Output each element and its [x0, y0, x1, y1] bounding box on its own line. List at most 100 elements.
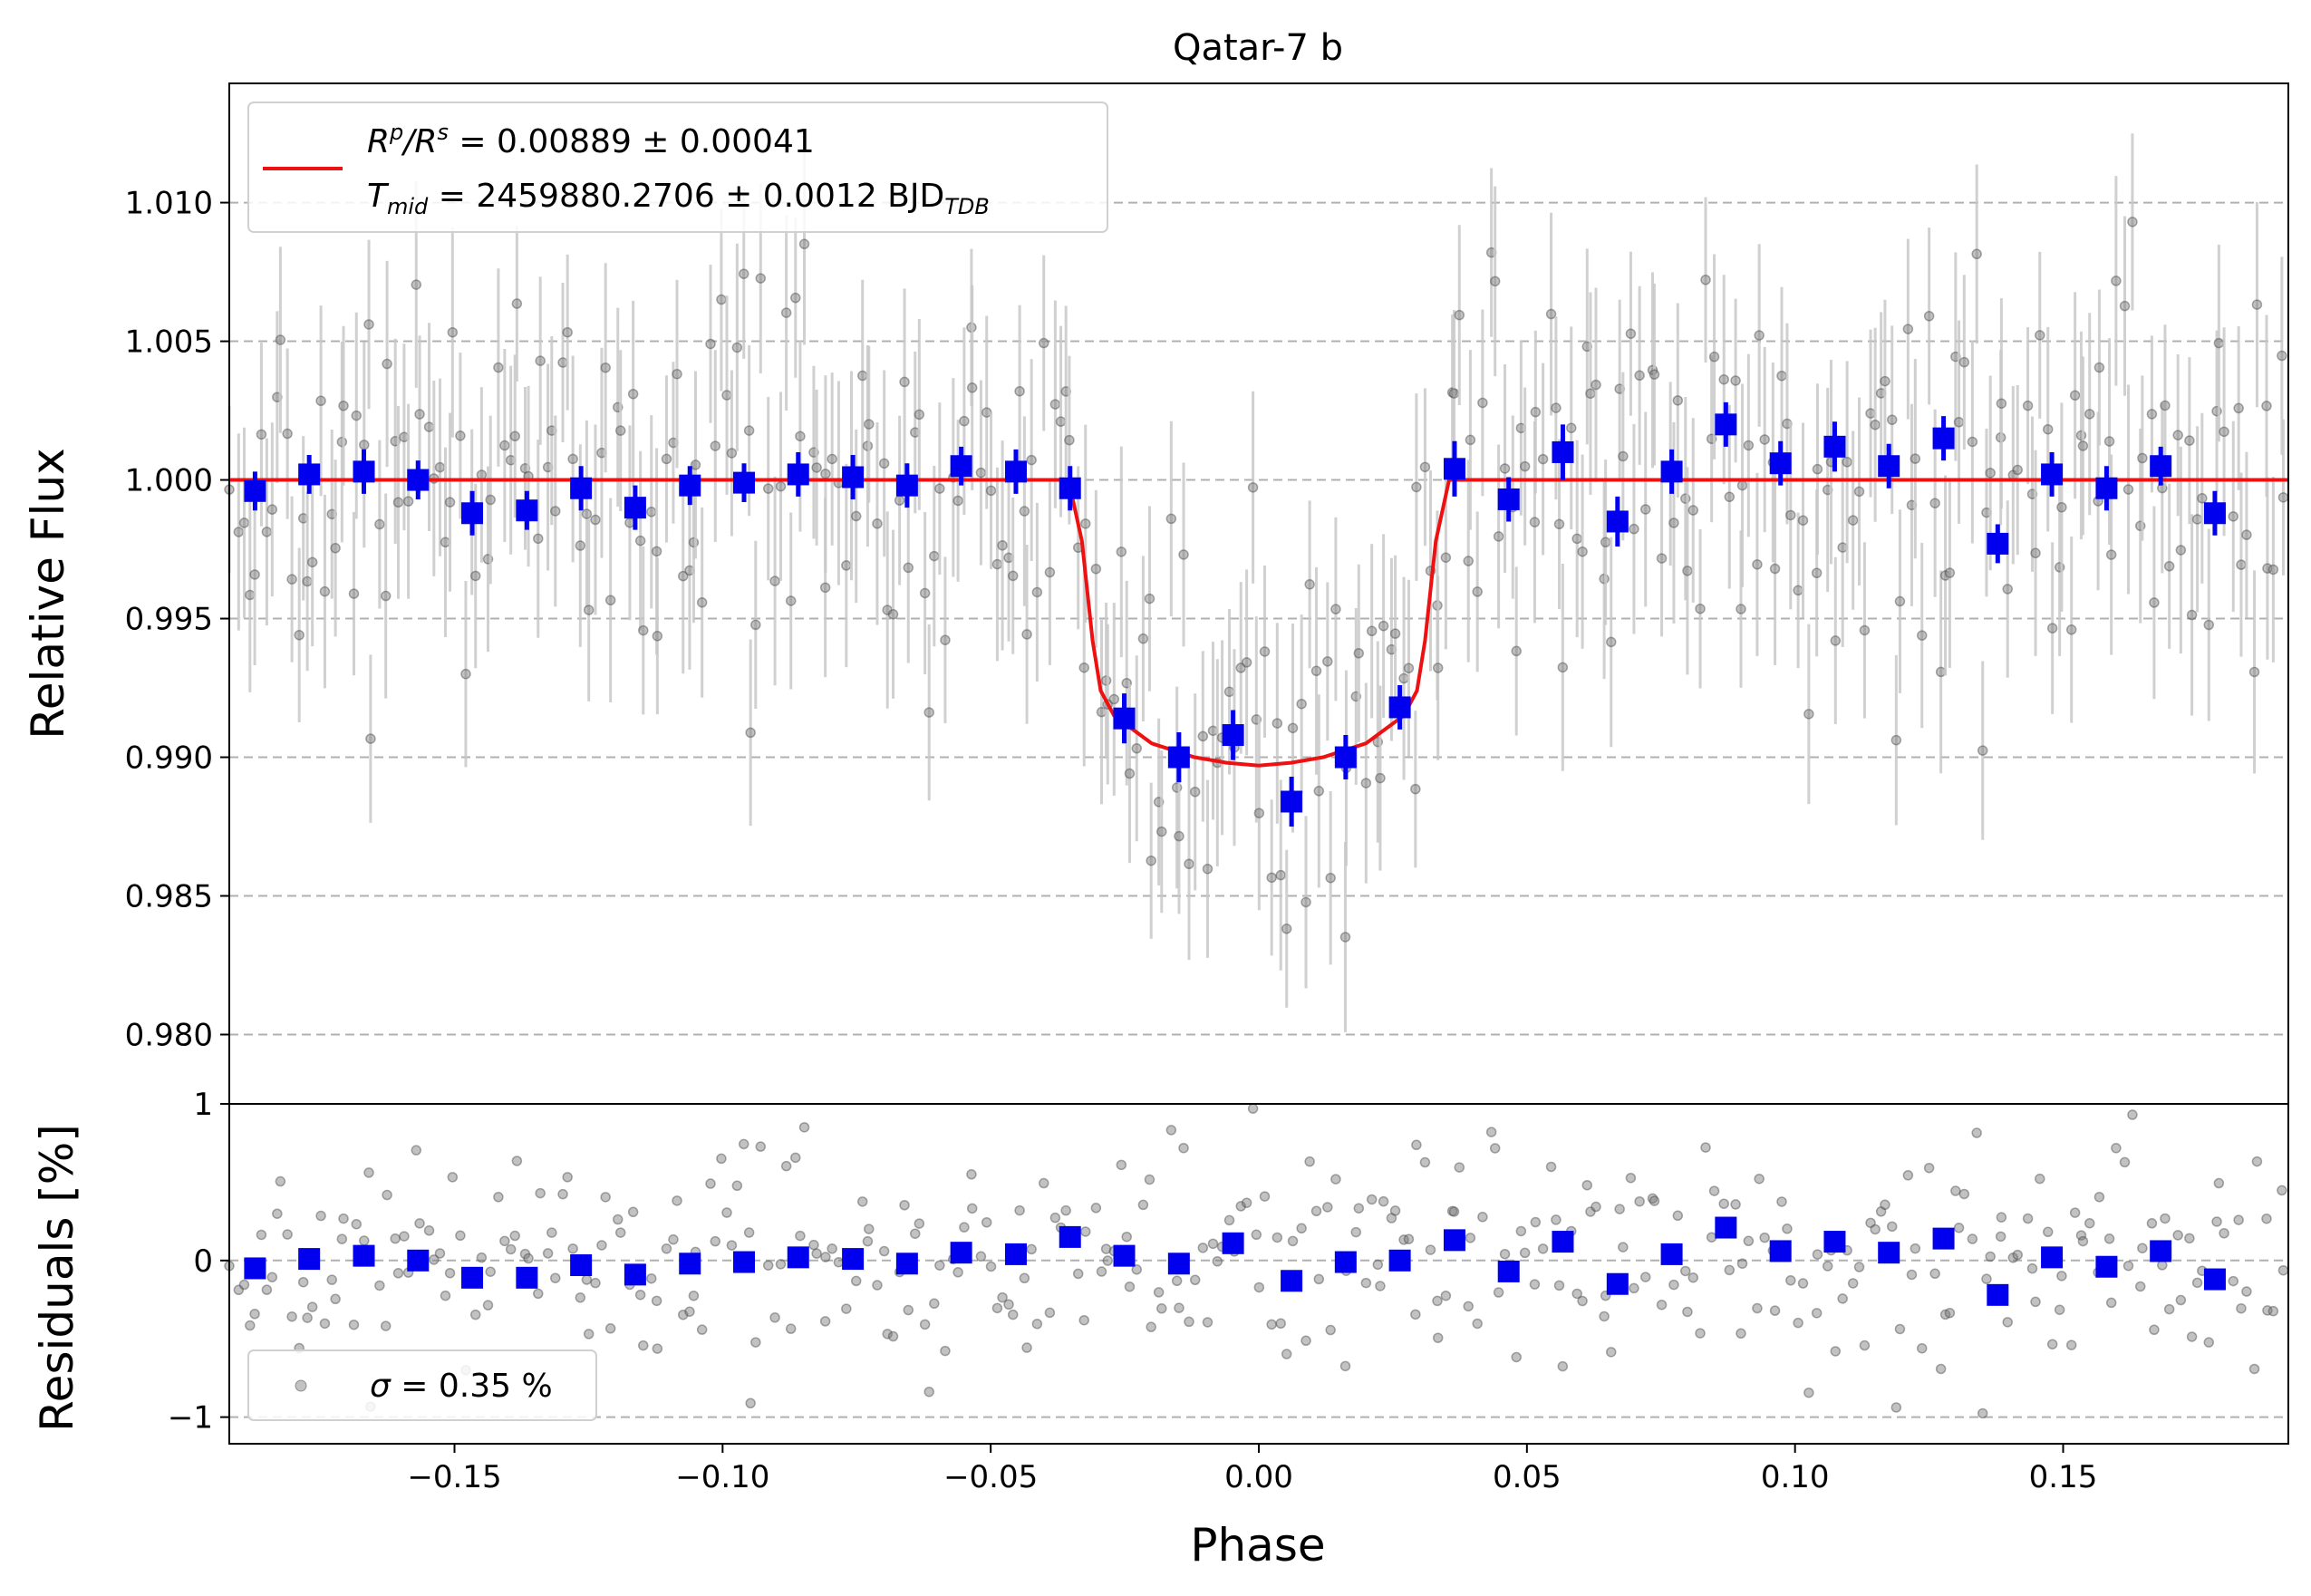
raw-flux-point	[1625, 328, 1637, 339]
raw-flux-point	[2241, 529, 2252, 540]
raw-flux-point	[1923, 311, 1935, 322]
raw-flux-point	[1064, 434, 1075, 446]
raw-residual-point	[1935, 1363, 1947, 1375]
raw-residual-point	[297, 1276, 309, 1288]
raw-flux-point	[1793, 585, 1803, 596]
raw-flux-point	[1600, 537, 1611, 548]
raw-residual-point	[1743, 1235, 1755, 1247]
raw-flux-point	[2149, 597, 2160, 608]
flux-y-tick-label: 0.985	[125, 879, 213, 915]
raw-residual-point	[1266, 1319, 1277, 1330]
raw-residual-point	[1793, 1317, 1803, 1329]
raw-residual-point	[266, 1272, 278, 1282]
raw-flux-point	[533, 533, 544, 545]
raw-flux-point	[1812, 463, 1823, 475]
raw-flux-point	[914, 409, 925, 421]
raw-residual-point	[1060, 1204, 1071, 1216]
raw-flux-point	[755, 273, 767, 284]
raw-residual-point	[542, 1248, 554, 1259]
raw-residual-point	[1007, 1309, 1019, 1320]
raw-flux-point	[1477, 397, 1488, 409]
raw-residual-point	[275, 1175, 286, 1187]
raw-residual-point	[2186, 1331, 2198, 1342]
binned-flux-point	[842, 466, 865, 488]
raw-residual-point	[2054, 1304, 2065, 1315]
raw-residual-point	[1287, 1235, 1299, 1247]
raw-residual-point	[1156, 1303, 1167, 1314]
raw-residual-point	[1680, 1265, 1691, 1277]
raw-flux-point	[934, 483, 945, 494]
phase-x-tick-label: −0.10	[675, 1459, 769, 1495]
raw-residual-point	[769, 1312, 780, 1323]
raw-residual-point	[2077, 1235, 2089, 1247]
raw-flux-point	[1985, 468, 1996, 479]
raw-residual-point	[282, 1229, 293, 1240]
raw-flux-point	[2035, 330, 2045, 341]
binned-residual-point	[516, 1266, 538, 1289]
raw-flux-point	[638, 624, 649, 636]
raw-residual-point	[2022, 1213, 2034, 1224]
binned-flux-point	[733, 471, 755, 494]
raw-flux-point	[1021, 629, 1032, 640]
raw-flux-point	[1007, 570, 1019, 582]
raw-residual-point	[1296, 1223, 1307, 1234]
raw-residual-point	[392, 1268, 404, 1279]
raw-flux-point	[745, 727, 756, 739]
raw-residual-point	[2042, 1226, 2054, 1238]
binned-flux-point	[1334, 746, 1357, 769]
binned-flux-point	[1004, 460, 1027, 483]
raw-residual-point	[882, 1329, 893, 1340]
raw-flux-point	[1743, 440, 1755, 451]
raw-flux-point	[365, 733, 376, 744]
raw-flux-point	[1100, 675, 1112, 686]
raw-flux-point	[562, 326, 573, 338]
raw-flux-point	[476, 469, 488, 480]
raw-flux-point	[1272, 718, 1283, 729]
flux-y-tick-label: 1.000	[125, 463, 213, 499]
raw-residual-point	[1511, 1351, 1522, 1363]
residual-binned-points	[244, 1216, 2226, 1306]
raw-flux-point	[245, 589, 256, 601]
raw-residual-point	[1080, 1226, 1091, 1237]
raw-residual-point	[1853, 1262, 1865, 1272]
raw-flux-point	[991, 558, 1003, 570]
raw-residual-point	[399, 1231, 410, 1242]
raw-flux-point	[275, 334, 286, 345]
raw-flux-point	[550, 506, 561, 517]
raw-residual-point	[1131, 1264, 1143, 1275]
legend-midtime: Tmid = 2459880.2706 ± 0.0012 BJDTDB	[367, 178, 990, 219]
raw-flux-point	[1571, 533, 1582, 545]
raw-flux-point	[1296, 698, 1307, 710]
raw-residual-point	[790, 1152, 801, 1164]
raw-residual-point	[2146, 1218, 2158, 1229]
raw-flux-point	[775, 480, 787, 492]
binned-flux-point	[1660, 460, 1683, 483]
binned-residual-point	[1987, 1283, 2009, 1306]
raw-residual-point	[1038, 1177, 1049, 1189]
raw-flux-point	[351, 410, 362, 421]
raw-residual-point	[819, 1316, 831, 1327]
raw-residual-point	[899, 1200, 910, 1211]
binned-flux-point	[2095, 477, 2118, 499]
raw-residual-point	[1259, 1191, 1271, 1202]
raw-flux-point	[455, 430, 466, 441]
raw-flux-point	[1967, 436, 1978, 448]
raw-flux-point	[710, 440, 721, 451]
raw-flux-point	[2267, 564, 2279, 576]
raw-residual-point	[1571, 1288, 1582, 1300]
raw-residual-point	[743, 1227, 755, 1238]
raw-residual-point	[583, 1329, 595, 1340]
raw-residual-point	[1551, 1214, 1562, 1225]
raw-flux-point	[2228, 511, 2239, 522]
raw-flux-point	[1916, 630, 1928, 641]
legend-residual-marker	[295, 1379, 307, 1392]
raw-flux-point	[469, 570, 481, 582]
raw-residual-point	[1153, 1287, 1165, 1298]
raw-residual-point	[1235, 1201, 1246, 1212]
raw-flux-point	[2022, 400, 2034, 411]
raw-residual-point	[2172, 1230, 2183, 1241]
raw-flux-point	[233, 527, 245, 537]
raw-residual-point	[1375, 1281, 1386, 1291]
raw-residual-point	[2160, 1213, 2171, 1224]
raw-flux-point	[1287, 722, 1299, 734]
